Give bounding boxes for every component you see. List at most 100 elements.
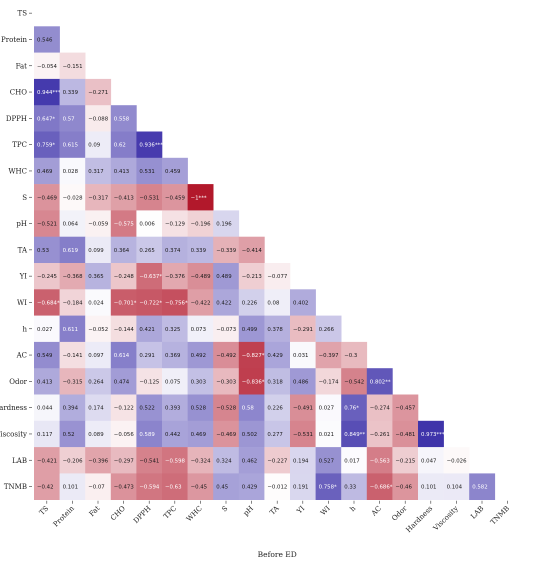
col-label-viscosity: Viscosity bbox=[431, 504, 460, 533]
cell-hardness-wi bbox=[315, 394, 342, 422]
cell-label-odor-fat: 0.264 bbox=[88, 379, 104, 385]
cell-label-s-protein: −0.028 bbox=[63, 195, 84, 201]
row-label-ph: pH bbox=[16, 220, 27, 228]
cell-label-h-s: −0.073 bbox=[216, 327, 236, 333]
cell-tnmb-ph bbox=[238, 473, 265, 500]
row-label-ts: TS bbox=[18, 10, 28, 18]
cell-label-lab-viscosity: −0.026 bbox=[447, 458, 468, 464]
cell-label-viscosity-protein: 0.52 bbox=[63, 432, 75, 438]
cell-label-viscosity-s: −0.469 bbox=[216, 432, 237, 438]
cell-label-ta-protein: 0.619 bbox=[63, 248, 79, 254]
cell-viscosity-wi bbox=[315, 420, 342, 448]
cell-ac-dpph bbox=[136, 341, 163, 369]
cell-s-cho bbox=[110, 184, 137, 211]
cell-label-ac-whc: 0.492 bbox=[191, 353, 206, 359]
cell-label-tpc-dpph: 0.936*** bbox=[139, 143, 163, 149]
cell-label-odor-yi: 0.486 bbox=[293, 379, 309, 385]
cell-hardness-protein bbox=[59, 394, 86, 422]
row-label-viscosity: Viscosity bbox=[0, 430, 27, 438]
cell-label-ta-tpc: 0.374 bbox=[165, 248, 181, 254]
cell-tnmb-protein bbox=[59, 473, 86, 500]
cell-whc-dpph bbox=[136, 157, 163, 185]
cell-ac-yi bbox=[290, 341, 316, 369]
cell-tnmb-cho bbox=[110, 473, 137, 500]
cell-s-whc bbox=[187, 184, 214, 211]
cell-label-viscosity-dpph: 0.589 bbox=[139, 432, 155, 438]
cell-lab-h bbox=[341, 447, 368, 474]
col-label-lab: LAB bbox=[469, 504, 485, 520]
cell-cho-fat bbox=[85, 78, 112, 106]
cell-hardness-whc bbox=[187, 394, 214, 422]
cell-lab-dpph bbox=[136, 447, 163, 474]
cell-label-lab-dpph: −0.541 bbox=[139, 458, 159, 464]
cell-lab-ta bbox=[264, 447, 291, 474]
cell-label-yi-ts: −0.245 bbox=[37, 274, 57, 280]
cell-label-tpc-fat: 0.09 bbox=[88, 143, 101, 149]
cell-label-dpph-fat: −0.088 bbox=[88, 116, 109, 122]
cell-label-wi-cho: −0.701* bbox=[114, 300, 137, 306]
cell-tnmb-whc bbox=[187, 473, 214, 500]
cell-wi-cho bbox=[110, 289, 137, 316]
cell-label-viscosity-fat: 0.089 bbox=[88, 432, 104, 438]
cell-label-tpc-ts: 0.759* bbox=[37, 143, 55, 149]
cell-label-wi-ts: −0.684* bbox=[37, 300, 60, 306]
cell-label-odor-dpph: −0.125 bbox=[139, 379, 159, 385]
cell-label-h-ts: 0.027 bbox=[37, 327, 52, 333]
cell-odor-yi bbox=[290, 368, 316, 395]
col-label-fat: Fat bbox=[88, 504, 102, 518]
cell-viscosity-fat bbox=[85, 420, 112, 448]
cell-label-ta-ph: −0.414 bbox=[242, 248, 263, 254]
cell-h-dpph bbox=[136, 315, 163, 343]
cell-label-cho-ts: 0.944*** bbox=[37, 90, 61, 96]
cell-label-h-protein: 0.611 bbox=[63, 327, 78, 333]
cell-label-whc-ts: 0.469 bbox=[37, 169, 53, 175]
cell-label-cho-protein: 0.339 bbox=[63, 90, 79, 96]
cell-odor-ac bbox=[366, 368, 393, 395]
cell-label-yi-whc: −0.489 bbox=[191, 274, 212, 280]
cell-label-hardness-s: −0.528 bbox=[216, 406, 237, 412]
col-label-tnmb: TNMB bbox=[489, 504, 511, 526]
cell-label-hardness-wi: 0.027 bbox=[319, 406, 334, 412]
cell-ta-s bbox=[213, 236, 240, 264]
cell-label-hardness-fat: 0.174 bbox=[88, 406, 104, 412]
cell-lab-yi bbox=[290, 447, 316, 474]
col-label-wi: WI bbox=[319, 504, 332, 517]
cell-label-viscosity-tpc: 0.442 bbox=[165, 432, 180, 438]
row-labels: TS Protein Fat CHO DPPH TPC WHC SpH TA YI WI h AC Odo… bbox=[0, 10, 32, 491]
row-label-protein: Protein bbox=[1, 36, 27, 44]
cell-odor-h bbox=[341, 368, 368, 395]
cell-yi-tpc bbox=[162, 263, 188, 290]
cell-label-odor-cho: 0.474 bbox=[114, 379, 130, 385]
cell-label-h-fat: −0.052 bbox=[88, 327, 108, 333]
cell-viscosity-h bbox=[341, 420, 368, 448]
cell-label-lab-ac: −0.563 bbox=[370, 458, 390, 464]
col-label-dpph: DPPH bbox=[132, 504, 153, 525]
cell-label-cho-fat: −0.271 bbox=[88, 90, 108, 96]
cell-ph-s bbox=[213, 210, 240, 237]
cell-ph-dpph bbox=[136, 210, 163, 237]
cell-label-h-cho: −0.144 bbox=[114, 327, 135, 333]
cell-label-h-whc: 0.073 bbox=[191, 327, 206, 333]
col-label-yi: YI bbox=[295, 504, 307, 516]
cell-lab-cho bbox=[110, 447, 137, 474]
cell-label-tnmb-s: 0.45 bbox=[216, 485, 228, 491]
cell-label-wi-dpph: −0.722* bbox=[139, 300, 162, 306]
cell-label-odor-wi: −0.174 bbox=[319, 379, 340, 385]
cell-tpc-ts bbox=[34, 131, 60, 159]
cell-label-dpph-ts: 0.647* bbox=[37, 116, 55, 122]
row-label-lab: LAB bbox=[12, 457, 27, 465]
cell-label-s-cho: −0.413 bbox=[114, 195, 134, 201]
cell-label-ta-ts: 0.53 bbox=[37, 248, 49, 254]
cell-hardness-cho bbox=[110, 394, 137, 422]
cell-dpph-fat bbox=[85, 105, 112, 132]
cell-label-lab-h: 0.017 bbox=[344, 458, 359, 464]
cell-label-wi-s: 0.422 bbox=[216, 300, 231, 306]
cell-h-ta bbox=[264, 315, 291, 343]
cell-ac-s bbox=[213, 341, 240, 369]
cell-hardness-s bbox=[213, 394, 240, 422]
cell-label-tnmb-dpph: −0.594 bbox=[139, 485, 160, 491]
cell-label-lab-s: 0.324 bbox=[216, 458, 232, 464]
cell-wi-dpph bbox=[136, 289, 163, 316]
cell-tnmb-viscosity bbox=[443, 473, 470, 500]
